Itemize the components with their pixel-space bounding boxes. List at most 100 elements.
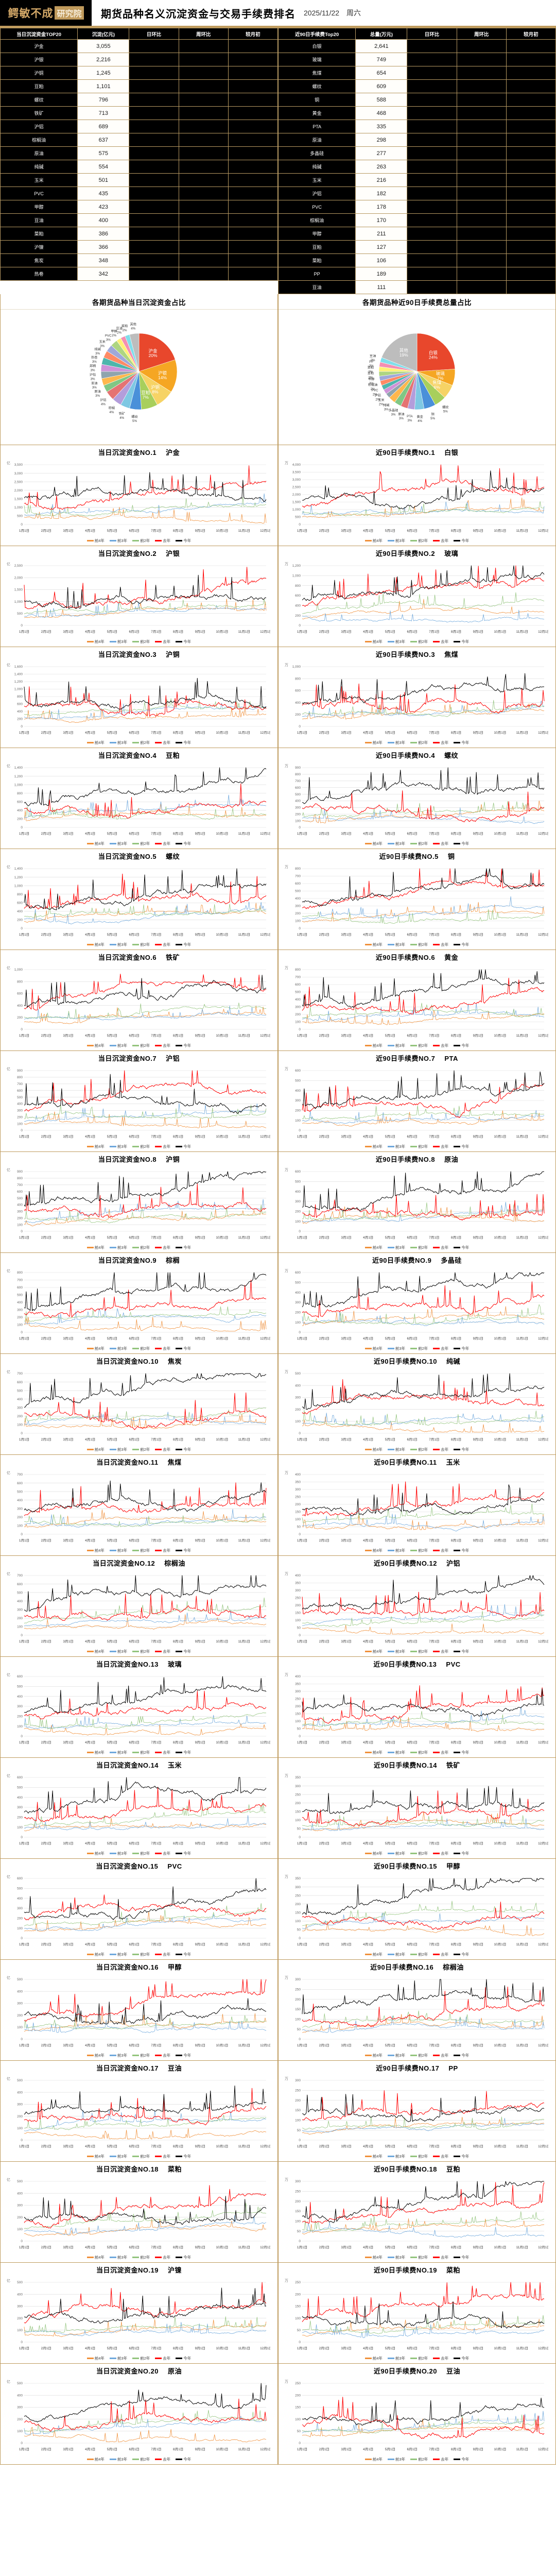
svg-text:1月1日: 1月1日 (19, 1942, 29, 1946)
svg-text:12月1日: 12月1日 (260, 529, 270, 533)
legend-label: 前2年 (418, 2457, 428, 2462)
cell-m (506, 93, 556, 107)
svg-text:7月1日: 7月1日 (429, 1538, 439, 1543)
legend-label: 前4年 (94, 1851, 105, 1856)
svg-text:2月1日: 2月1日 (319, 1538, 329, 1543)
svg-text:9月1日: 9月1日 (195, 1740, 205, 1744)
svg-text:1月1日: 1月1日 (19, 2144, 29, 2148)
svg-text:600: 600 (295, 1069, 301, 1073)
legend-item-1: 前3年 (109, 1851, 127, 1856)
svg-text:9月1日: 9月1日 (195, 630, 205, 634)
chart-instrument-name: 豆粕 (446, 2165, 461, 2173)
svg-text:500: 500 (17, 1096, 23, 1099)
legend-label: 前3年 (395, 841, 406, 846)
chart-legend: 前4年 前3年 前2年 去年 今年 (279, 2153, 555, 2161)
svg-text:8月1日: 8月1日 (173, 1740, 183, 1744)
svg-text:亿: 亿 (7, 965, 10, 970)
chart-row-11: 当日沉淀资金NO.11 焦煤 亿 700 600 500 400 300 200 100 0 1月… (0, 1455, 556, 1556)
svg-text:棕榈油: 棕榈油 (368, 383, 378, 387)
table-row: 纯碱 263 (277, 160, 556, 174)
svg-text:400: 400 (17, 1398, 23, 1401)
page-header: 鳄敏不成 研究院 期货品种名义沉淀资金与交易手续费排名 2025/11/22 周… (0, 0, 556, 27)
svg-text:0: 0 (21, 2139, 23, 2142)
chart-plot: 万 600 500 400 300 200 100 0 1月1日 2月1日 3月1日 4月1日 5月1… (279, 1266, 555, 1345)
svg-text:300: 300 (295, 1488, 301, 1492)
svg-text:3%: 3% (407, 419, 412, 422)
chart-title: 当日沉淀资金NO.17 豆油 (96, 2064, 182, 2072)
svg-text:400: 400 (295, 604, 301, 608)
left-chart-12: 当日沉淀资金NO.12 棕榈油 亿 700 600 500 400 300 200 100 0 1… (0, 1556, 278, 1657)
svg-text:7月1日: 7月1日 (151, 1538, 161, 1543)
svg-text:400: 400 (295, 1384, 301, 1387)
svg-text:万: 万 (285, 1471, 288, 1475)
svg-text:9月1日: 9月1日 (195, 1538, 205, 1543)
legend-label: 前2年 (140, 2356, 150, 2361)
report-page: 鳄敏不成 研究院 期货品种名义沉淀资金与交易手续费排名 2025/11/22 周… (0, 0, 556, 2465)
svg-text:200: 200 (17, 1316, 23, 1319)
svg-text:5月1日: 5月1日 (107, 2447, 117, 2451)
chart-row-10: 当日沉淀资金NO.10 焦炭 亿 700 600 500 400 300 200 100 0 1月… (0, 1354, 556, 1455)
legend-item-1: 前3年 (387, 2053, 405, 2058)
svg-text:9月1日: 9月1日 (195, 1033, 205, 1038)
chart-title: 近90日手续费NO.14 铁矿 (373, 1761, 461, 1769)
svg-text:8月1日: 8月1日 (173, 1033, 183, 1038)
svg-text:11月1日: 11月1日 (516, 1740, 528, 1744)
cell-d (129, 213, 179, 227)
svg-text:250: 250 (295, 1988, 301, 1992)
svg-text:5月1日: 5月1日 (385, 1134, 395, 1139)
svg-text:7月1日: 7月1日 (151, 1033, 161, 1038)
legend-label: 今年 (183, 639, 192, 644)
svg-text:300: 300 (295, 905, 301, 908)
legend-label: 去年 (441, 1245, 449, 1250)
svg-text:5月1日: 5月1日 (385, 630, 395, 634)
cell-value: 637 (77, 133, 130, 147)
cell-name: PTA (277, 120, 356, 133)
svg-text:8月1日: 8月1日 (173, 630, 183, 634)
svg-text:12月1日: 12月1日 (260, 2043, 270, 2047)
svg-text:4月1日: 4月1日 (85, 1134, 95, 1139)
svg-text:100: 100 (295, 1518, 301, 1521)
svg-text:500: 500 (17, 1591, 23, 1595)
svg-text:100: 100 (295, 1619, 301, 1622)
legend-item-2: 前2年 (410, 1043, 428, 1048)
chart-title: 当日沉淀资金NO.6 铁矿 (98, 954, 180, 961)
left-chart-3: 当日沉淀资金NO.3 沪铜 亿 1,600 1,400 1,200 1,000 800 60… (0, 647, 278, 748)
legend-label: 前4年 (372, 2154, 383, 2159)
cell-d (129, 160, 179, 174)
cell-m (228, 213, 279, 227)
legend-item-2: 前2年 (132, 2456, 150, 2462)
svg-text:亿: 亿 (7, 1773, 10, 1778)
cell-name: 豆粕 (277, 240, 356, 254)
legend-label: 前4年 (372, 2053, 383, 2058)
chart-plot: 亿 1,400 1,200 1,000 800 600 400 200 0 1月1日 2月1日 3月… (1, 761, 277, 840)
svg-text:2月1日: 2月1日 (319, 2144, 329, 2148)
legend-item-0: 前4年 (86, 2154, 105, 2159)
legend-label: 去年 (441, 841, 449, 846)
svg-text:11月1日: 11月1日 (238, 1639, 250, 1643)
svg-text:400: 400 (17, 1695, 23, 1699)
svg-text:600: 600 (17, 1482, 23, 1485)
table-header-row: 近90日手续费Top20 总量(万元) 日环比 周环比 较月初 (277, 28, 556, 40)
svg-text:4月1日: 4月1日 (363, 1740, 373, 1744)
legend-item-3: 去年 (155, 1043, 170, 1048)
table-row: 沪铝 689 (0, 120, 279, 133)
svg-text:1,600: 1,600 (14, 665, 23, 669)
svg-text:5月1日: 5月1日 (107, 1033, 117, 1038)
chart-title: 当日沉淀资金NO.8 沪铜 (98, 1156, 180, 1163)
svg-text:菜粕: 菜粕 (121, 324, 128, 328)
svg-text:7月1日: 7月1日 (151, 1437, 161, 1442)
svg-text:4%: 4% (101, 403, 106, 406)
svg-text:400: 400 (295, 800, 301, 803)
cell-d (129, 93, 179, 107)
legend-label: 前4年 (94, 942, 105, 947)
table-row: 棕榈油 637 (0, 133, 279, 147)
svg-text:300: 300 (295, 1886, 301, 1889)
legend-item-0: 前4年 (86, 2053, 105, 2058)
svg-text:5月1日: 5月1日 (107, 1639, 117, 1643)
svg-text:10月1日: 10月1日 (216, 2447, 229, 2451)
svg-text:2月1日: 2月1日 (319, 1841, 329, 1845)
svg-text:100: 100 (295, 2220, 301, 2224)
legend-item-0: 前4年 (86, 538, 105, 544)
cell-w (178, 133, 229, 147)
chart-instrument-name: 菜粕 (446, 2266, 461, 2274)
